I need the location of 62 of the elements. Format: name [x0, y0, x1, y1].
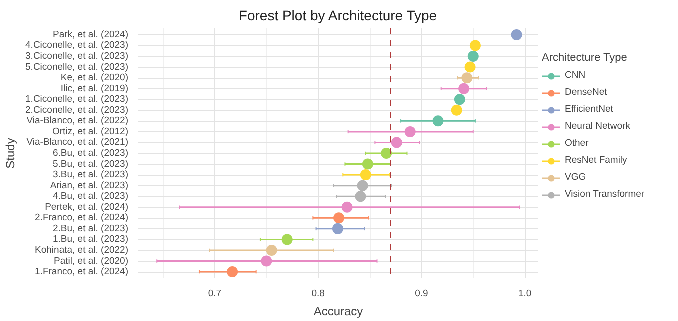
y-tick-label: 1.Ciconelle, et al. (2023)	[26, 94, 129, 106]
legend-label: Vision Transformer	[565, 188, 645, 202]
y-tick-label: 3.Bu, et al. (2023)	[52, 170, 129, 181]
point	[355, 191, 366, 202]
y-tick-label: 2.Bu, et al. (2023)	[52, 223, 129, 234]
point	[451, 104, 462, 116]
legend-title: Architecture Type	[542, 52, 628, 64]
y-tick-label: Kohinata, et al. (2022)	[35, 244, 129, 256]
point	[464, 62, 476, 73]
y-tick-label: 6.Bu, et al. (2023)	[52, 148, 129, 159]
y-tick-label: 5.Ciconelle, et al. (2023)	[26, 62, 129, 73]
point	[462, 72, 473, 84]
y-tick-label: Via-Blanco, et al. (2022)	[26, 116, 129, 127]
y-tick-label: Arian, et al. (2023)	[50, 180, 129, 192]
y-tick-label: 2.Franco, et al. (2024)	[35, 212, 129, 224]
y-tick-label: 4.Bu, et al. (2023)	[52, 191, 129, 202]
y-tick-label: Pertek, et al. (2024)	[45, 202, 129, 213]
y-tick-label: 1.Franco, et al. (2024)	[35, 266, 129, 278]
y-tick-label: Ilic, et al. (2019)	[60, 83, 129, 94]
legend-label: Neural Network	[565, 120, 630, 134]
point	[458, 83, 470, 94]
y-tick-label: Ortiz, et al. (2012)	[52, 126, 129, 138]
point	[282, 234, 293, 246]
y-tick-label: Park, et al. (2024)	[52, 29, 129, 40]
point	[470, 40, 481, 52]
point	[342, 202, 353, 213]
y-axis-title: Study	[4, 138, 18, 169]
x-tick-label: 0.7	[208, 288, 222, 300]
y-tick-label: Via-Blanco, et al. (2021)	[26, 137, 129, 148]
x-axis-title: Accuracy	[314, 304, 364, 318]
point	[332, 223, 344, 234]
legend-label: ResNet Family	[565, 154, 628, 168]
y-tick-label: 5.Bu, et al. (2023)	[52, 158, 129, 170]
point	[381, 148, 392, 159]
y-tick-label: 1.Bu, et al. (2023)	[52, 234, 129, 246]
chart-title: Forest Plot by Architecture Type	[238, 8, 438, 24]
point	[391, 137, 402, 148]
legend-label: Other	[565, 137, 589, 151]
point	[227, 266, 238, 278]
point	[362, 158, 374, 170]
point	[360, 170, 372, 181]
x-tick-label: 0.8	[312, 288, 325, 300]
legend-label: VGG	[565, 171, 586, 185]
legend-label: DenseNet	[565, 86, 608, 100]
y-tick-label: Ke, et al. (2020)	[60, 72, 129, 84]
x-tick-label: 0.9	[415, 288, 428, 300]
point	[261, 256, 272, 267]
point	[454, 94, 466, 106]
point	[266, 244, 278, 256]
point	[511, 29, 522, 40]
legend-label: EfficientNet	[565, 103, 614, 117]
point	[404, 126, 416, 138]
point	[468, 51, 479, 62]
point	[334, 212, 345, 224]
y-tick-label: 3.Ciconelle, et al. (2023)	[26, 51, 129, 62]
point	[432, 116, 444, 127]
legend-label: CNN	[565, 69, 586, 83]
x-tick-label: 1.0	[518, 288, 532, 300]
y-tick-label: 2.Ciconelle, et al. (2023)	[26, 104, 129, 116]
y-tick-label: Patil, et al. (2020)	[54, 256, 129, 267]
y-tick-label: 4.Ciconelle, et al. (2023)	[26, 40, 129, 52]
point	[357, 180, 368, 192]
